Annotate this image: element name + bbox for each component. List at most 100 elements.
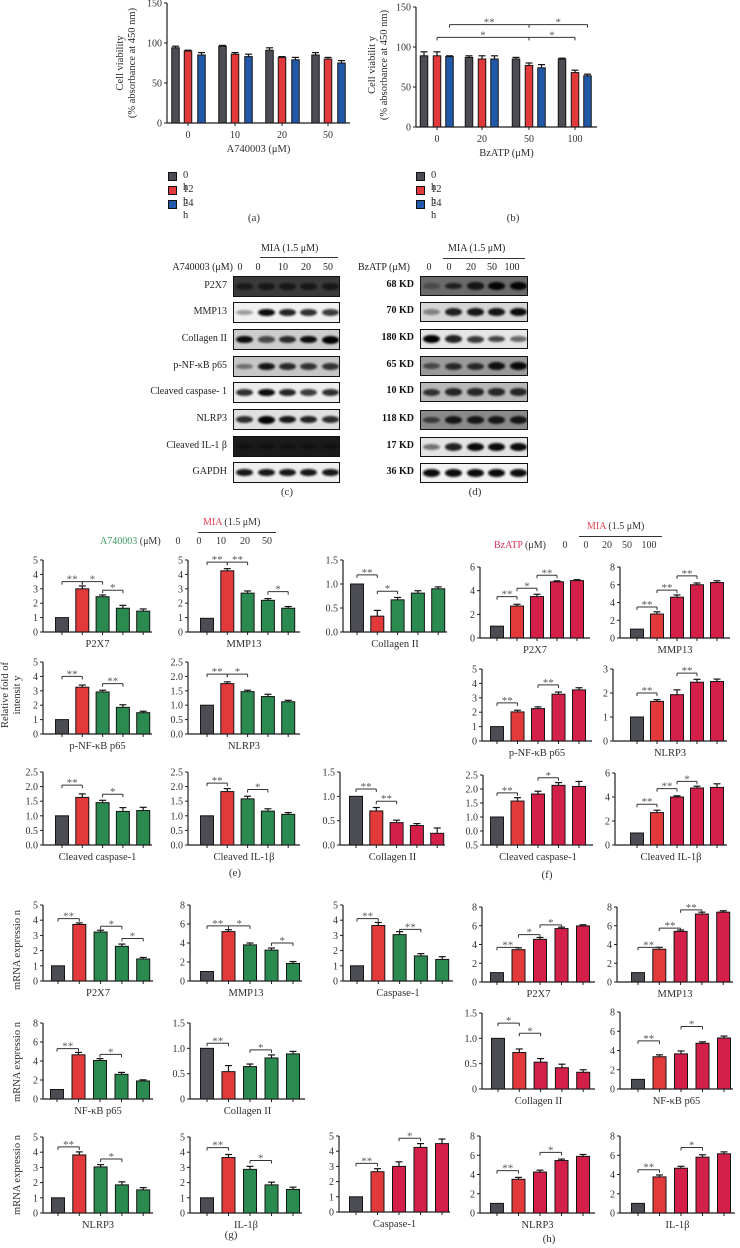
chart-title: MMP13 <box>657 645 692 656</box>
blot-band <box>509 469 527 477</box>
chart-title: Caspase-1 <box>373 1219 416 1230</box>
y-tick-label: 0 <box>605 841 610 852</box>
blot-band <box>423 416 441 424</box>
protein-label: Cleaved caspase- 1 <box>150 385 227 397</box>
protein-label: Cleaved IL-1 β <box>166 439 227 451</box>
blot-c-lane: 0 <box>255 262 261 273</box>
blot-band <box>279 443 296 450</box>
y-tick-label: 8 <box>33 1019 38 1030</box>
significance-label: ** <box>643 1033 654 1045</box>
y-tick-label: 1 <box>329 1192 334 1203</box>
quant-e-lane: 50 <box>262 536 272 547</box>
blot-c-lane: 10 <box>278 262 288 273</box>
bar <box>389 822 404 846</box>
blot-band <box>300 468 318 477</box>
chart-title: Caspase-1 <box>376 988 419 999</box>
y-tick-label: 4 <box>472 679 477 690</box>
y-tick-label: 6 <box>610 1151 615 1162</box>
bar <box>533 1171 547 1214</box>
blot-c-dose-label: A740003 (μM) <box>172 262 233 273</box>
molecular-weight-label: 17 KD <box>386 440 415 451</box>
blot-band <box>300 415 318 424</box>
y-tick-label: 0 <box>33 1209 38 1220</box>
molecular-weight-label: 36 KD <box>386 466 415 477</box>
significance-label: * <box>556 17 562 29</box>
chart-title: p-NF-κB p65 <box>69 741 125 752</box>
y-tick-label: 2 <box>33 1076 38 1087</box>
blot-band <box>300 389 318 396</box>
bar <box>570 580 584 639</box>
y-tick-label: 6 <box>610 580 615 591</box>
y-tick-label: 6 <box>180 920 185 931</box>
legend-label: 12 h <box>183 184 194 207</box>
y-tick-label: 0 <box>607 978 612 989</box>
y-tick-label: 0.0 <box>171 841 184 852</box>
legend-label: 0 h <box>431 170 437 193</box>
y-tick-label: 1 <box>33 961 38 972</box>
y-tick-label: 0 <box>33 1095 38 1106</box>
y-tick-label: 3 <box>472 693 477 704</box>
bar <box>524 64 534 128</box>
bar <box>72 923 87 982</box>
y-tick-label: 0 <box>610 1085 615 1096</box>
significance-label: * <box>130 930 136 942</box>
bar <box>221 1071 236 1100</box>
blot-band <box>509 335 527 343</box>
bar <box>72 1154 87 1214</box>
bar <box>445 56 454 128</box>
y-tick-label: 0 <box>329 1208 334 1219</box>
protein-label: GAPDH <box>192 465 227 477</box>
bar <box>220 570 235 633</box>
bar <box>570 72 580 128</box>
bar <box>323 58 333 124</box>
bar <box>670 796 684 846</box>
bar <box>115 810 130 846</box>
y-tick-label: 4 <box>333 916 338 927</box>
y-tick-label: 5 <box>33 1133 38 1144</box>
blot-band <box>423 388 441 396</box>
y-tick-label: 4 <box>610 1046 615 1057</box>
blot-strip <box>233 302 340 323</box>
blot-band <box>423 283 441 289</box>
bar <box>244 56 253 124</box>
y-tick-label: 0 <box>406 123 411 134</box>
blot-d-lane: 0 <box>426 262 432 273</box>
bar <box>221 1157 236 1214</box>
y-tick-label: 6 <box>610 1027 615 1038</box>
y-axis-title-relative-fold: Relative fold of <box>0 662 11 728</box>
bar <box>551 693 566 742</box>
y-tick-label: 0.5 <box>323 816 336 827</box>
y-tick-label: 4 <box>610 598 615 609</box>
significance-label: * <box>527 927 533 939</box>
blot-band <box>509 416 527 424</box>
protein-label: NLRP3 <box>196 412 227 424</box>
bar <box>717 1153 731 1214</box>
bar <box>695 1042 710 1090</box>
blot-band <box>444 308 462 316</box>
chart-title: P2X7 <box>527 989 551 1000</box>
blot-band <box>279 308 296 317</box>
chart-title: P2X7 <box>523 645 547 656</box>
y-tick-label: 8 <box>610 1008 615 1019</box>
panel-label-a: (a) <box>247 212 261 224</box>
chart-f_col2: 0.0 0.5 1.0 1.5 ** ** Collagen II <box>323 768 445 863</box>
chart-title: Cleaved caspase-1 <box>499 852 577 863</box>
molecular-weight-label: 65 KD <box>386 359 415 370</box>
y-tick-label: 1 <box>180 1193 185 1204</box>
shared-axis-titles: Relative fold of intensit y mRNA expressio… <box>0 662 23 1215</box>
significance-label: * <box>90 574 96 586</box>
bar <box>716 911 731 983</box>
significance-label: * <box>237 918 243 930</box>
bar <box>674 1167 688 1214</box>
blot-strip <box>420 302 528 322</box>
bar <box>572 689 586 742</box>
bar <box>75 588 90 633</box>
y-tick-label: 3 <box>329 1162 334 1173</box>
panel-label-g: (g) <box>224 1229 238 1241</box>
bar <box>260 810 275 846</box>
y-tick-label: 5 <box>329 1132 334 1143</box>
y-axis-title: (% absorbance at 450 nm) <box>379 9 390 120</box>
blot-band <box>423 362 441 370</box>
